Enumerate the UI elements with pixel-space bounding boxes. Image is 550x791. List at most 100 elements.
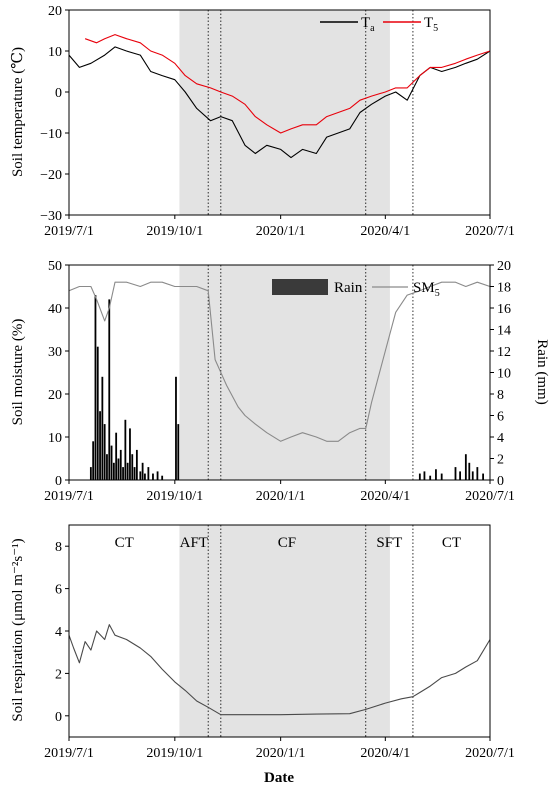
- rain-bar: [429, 475, 432, 480]
- series-line-soil-respiration: [68, 624, 491, 716]
- frozen-period-shade: [179, 525, 390, 737]
- phase-label-ct: CT: [442, 535, 461, 551]
- y-tick-label: 4: [55, 625, 62, 640]
- rain-bar: [133, 467, 136, 480]
- y-tick-label: 20: [48, 388, 62, 403]
- rain-bar: [476, 467, 479, 480]
- rain-bar: [96, 346, 99, 480]
- y2-tick-label: 4: [497, 431, 504, 446]
- y-tick-label: 0: [55, 474, 62, 489]
- rain-bar: [89, 467, 92, 480]
- legend-label-rain: Rain: [334, 280, 363, 296]
- series-line-sm5: [68, 281, 491, 442]
- y2-tick-label: 10: [497, 367, 511, 382]
- rain-bar: [161, 475, 164, 480]
- y-tick-label: 2: [55, 667, 62, 682]
- legend: Rain SM5: [272, 279, 440, 299]
- y-tick-label: 40: [48, 302, 62, 317]
- y-axis-label: Soil moisture (%): [10, 319, 26, 426]
- y-tick-label: 0: [55, 710, 62, 725]
- phase-label-sft: SFT: [376, 535, 402, 551]
- legend-label-t5: T5: [424, 15, 438, 34]
- x-tick-label: 2019/7/1: [44, 746, 94, 761]
- x-tick-label: 2020/1/1: [256, 746, 306, 761]
- phase-label-cf: CF: [278, 535, 296, 551]
- y2-tick-label: 12: [497, 345, 511, 360]
- legend-swatch-rain: [272, 279, 328, 295]
- y2-tick-label: 20: [497, 259, 511, 274]
- y-tick-label: 10: [48, 431, 62, 446]
- rain-bar: [440, 473, 443, 480]
- y2-tick-label: 14: [497, 324, 511, 339]
- rain-bar: [119, 449, 122, 480]
- rain-bar: [139, 471, 142, 480]
- y-axis-label: Soil respiration (μmol m⁻²s⁻¹): [10, 538, 26, 721]
- x-tick-label: 2019/10/1: [146, 746, 203, 761]
- phase-label-aft: AFT: [180, 535, 208, 551]
- panel-temperature: −30 −20 −10 0 10 20 2019/7/1 2019/10/1 2020/1/1…: [10, 4, 515, 239]
- panel-moisture: 0 10 20 30 40 50 0 2 4 6 8 10 12 14 16 18 20 2019/7/1 20…: [10, 259, 550, 504]
- rain-bar: [141, 462, 144, 480]
- y2-tick-label: 18: [497, 281, 511, 296]
- rain-bar: [144, 473, 146, 480]
- x-tick-label: 2020/7/1: [465, 746, 515, 761]
- y2-tick-label: 6: [497, 410, 504, 425]
- x-tick-label: 2019/10/1: [146, 489, 203, 504]
- rain-bar: [117, 458, 120, 480]
- y-tick-label: 30: [48, 345, 62, 360]
- y2-tick-label: 0: [497, 474, 504, 489]
- rain-bar: [92, 441, 95, 480]
- rain-bar: [175, 376, 177, 480]
- rain-bar: [459, 471, 461, 480]
- y2-axis-label: Rain (mm): [534, 339, 550, 404]
- rain-bar: [435, 469, 437, 480]
- rain-bar: [131, 454, 134, 480]
- rain-bar: [99, 411, 101, 480]
- y2-tick-label: 2: [497, 453, 504, 468]
- rain-bar: [129, 428, 131, 480]
- rain-bar: [423, 471, 426, 480]
- legend-label-ta: Ta: [361, 15, 375, 34]
- x-tick-label: 2020/1/1: [256, 224, 306, 239]
- x-tick-label: 2019/7/1: [44, 489, 94, 504]
- y-tick-label: 0: [55, 86, 62, 101]
- y-tick-label: −20: [40, 168, 62, 183]
- rain-bar: [110, 445, 113, 480]
- y-axis-label: Soil temperature (℃): [10, 47, 26, 177]
- y-tick-label: 20: [48, 4, 62, 19]
- rain-bar: [418, 473, 421, 480]
- rain-bar: [454, 467, 457, 480]
- y-tick-label: −10: [40, 127, 62, 142]
- series-line-t5: [84, 34, 491, 134]
- panel-respiration: 0 2 4 6 8 2019/7/1 2019/10/1 2020/1/1 2020/4/1 2…: [10, 524, 515, 761]
- rain-bar: [464, 454, 467, 480]
- rain-bar: [177, 424, 180, 480]
- rain-bar: [471, 471, 474, 480]
- rain-bar: [115, 432, 118, 480]
- rain-bar: [147, 467, 150, 480]
- x-tick-label: 2020/1/1: [256, 489, 306, 504]
- rain-bar: [122, 467, 124, 480]
- y2-tick-label: 8: [497, 388, 504, 403]
- rain-bar: [108, 299, 111, 480]
- rain-bar: [101, 376, 104, 480]
- frozen-period-shade: [179, 10, 390, 215]
- rain-bar: [112, 462, 115, 480]
- legend: Ta T5: [320, 15, 438, 34]
- rain-bar: [126, 462, 129, 480]
- y-tick-label: 50: [48, 259, 62, 274]
- rain-bar: [468, 462, 471, 480]
- rain-bar: [106, 454, 108, 480]
- phase-label-ct: CT: [115, 535, 134, 551]
- y-tick-label: 8: [55, 540, 62, 555]
- rain-bar: [152, 473, 154, 480]
- frozen-period-shade: [179, 265, 390, 480]
- x-tick-label: 2019/7/1: [44, 224, 94, 239]
- panel-frame: [68, 9, 491, 216]
- x-tick-label: 2020/4/1: [360, 224, 410, 239]
- x-tick-label: 2019/10/1: [146, 224, 203, 239]
- x-tick-label: 2020/7/1: [465, 224, 515, 239]
- rain-bar: [103, 424, 106, 480]
- y-tick-label: −30: [40, 209, 62, 224]
